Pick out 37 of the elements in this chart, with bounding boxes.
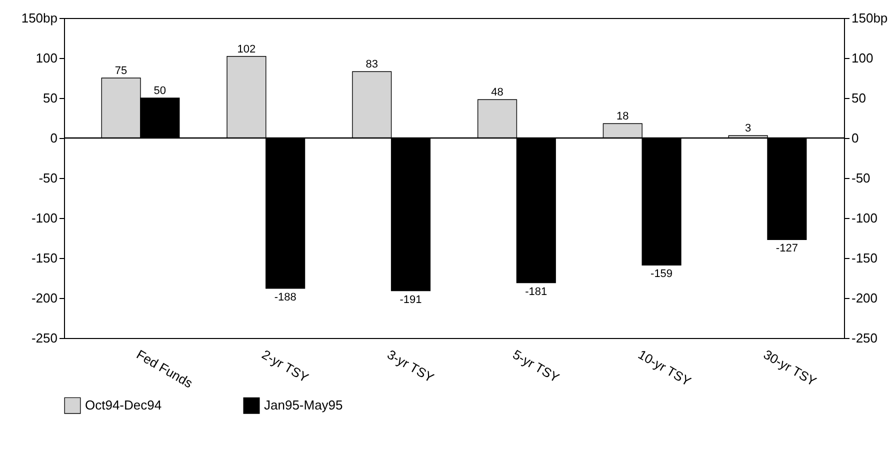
x-tick-label: 10-yr TSY: [636, 346, 694, 390]
y2-tick-label: 150bp: [852, 10, 888, 26]
y2-tick-label: -50: [852, 170, 870, 186]
data-label: 75: [114, 65, 128, 77]
data-label: 3: [745, 122, 752, 135]
data-label: -127: [776, 242, 798, 255]
y-tick-label: 100: [36, 50, 58, 66]
data-label: 48: [491, 86, 504, 99]
data-label: 102: [237, 43, 256, 56]
data-label: 50: [154, 85, 166, 97]
legend-label: Oct94-Dec94: [85, 398, 162, 413]
y-tick-label: -50: [38, 170, 58, 186]
x-tick-label: 2-yr TSY: [259, 346, 312, 386]
y2-tick-label: -200: [852, 290, 878, 306]
data-label: -181: [525, 286, 548, 298]
y2-tick-label: 100: [852, 50, 874, 66]
data-label: 83: [366, 58, 378, 71]
data-label: -191: [400, 294, 422, 306]
y-tick-label: 0: [50, 130, 58, 146]
y2-tick-label: 0: [852, 130, 859, 146]
x-tick-label: 5-yr TSY: [510, 346, 562, 386]
y-tick-label: -200: [31, 290, 58, 306]
y2-tick-label: 50: [852, 90, 866, 106]
y-tick-label: 50: [43, 90, 58, 106]
y-tick-label: 150bp: [21, 10, 58, 26]
data-label: 18: [616, 110, 629, 123]
y-tick-label: -150: [31, 250, 58, 266]
x-tick-label: 30-yr TSY: [761, 346, 820, 390]
data-label: -159: [650, 268, 673, 280]
y2-tick-label: -150: [852, 250, 878, 266]
data-label: -188: [274, 291, 296, 304]
y-tick-label: -250: [31, 330, 58, 346]
y-tick-label: -100: [31, 210, 58, 226]
legend-label: Jan95-May95: [264, 398, 343, 413]
y2-tick-label: -100: [852, 210, 878, 226]
x-tick-label: 3-yr TSY: [384, 346, 437, 386]
y2-tick-label: -250: [852, 330, 878, 346]
